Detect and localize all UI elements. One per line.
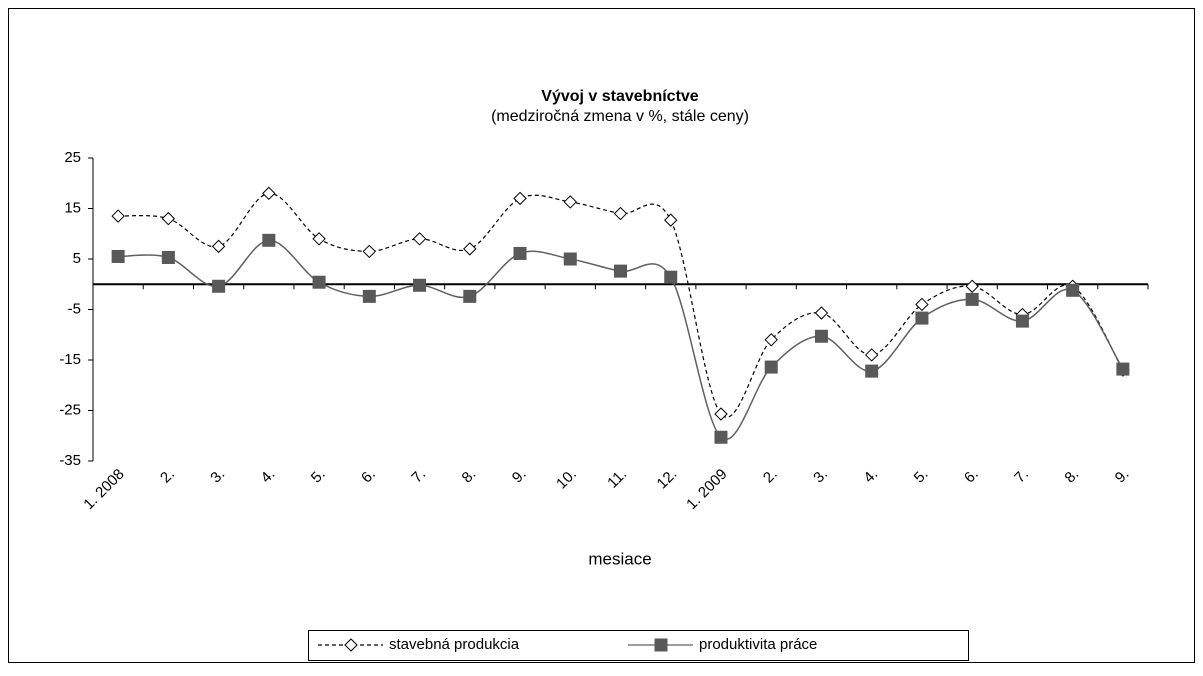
chart-border — [8, 8, 1195, 663]
data-point — [865, 364, 879, 378]
data-point — [161, 250, 175, 264]
data-point — [714, 407, 728, 421]
data-point — [563, 195, 577, 209]
data-point — [513, 246, 527, 260]
data-point — [1116, 362, 1130, 376]
data-point — [764, 333, 778, 347]
data-point — [413, 278, 427, 292]
data-point — [764, 360, 778, 374]
y-tick-label: -15 — [59, 351, 81, 368]
data-point — [664, 270, 678, 284]
legend-marker — [654, 638, 668, 652]
data-point — [211, 239, 226, 254]
data-point — [262, 233, 276, 247]
data-point — [161, 211, 176, 226]
y-tick-label: -25 — [59, 401, 81, 418]
data-point — [1066, 283, 1080, 297]
data-point — [915, 297, 929, 312]
legend-label: stavebná produkcia — [389, 636, 520, 653]
data-point — [1015, 314, 1029, 328]
data-point — [362, 244, 377, 259]
data-point — [312, 275, 326, 289]
data-point — [965, 279, 979, 293]
data-point — [714, 430, 728, 444]
data-point — [412, 232, 427, 246]
data-point — [915, 311, 929, 325]
data-point — [463, 289, 477, 303]
series-line — [118, 192, 1124, 418]
y-tick-label: 15 — [64, 199, 81, 216]
x-axis-label: mesiace — [588, 549, 651, 568]
data-point — [463, 242, 477, 256]
data-point — [362, 289, 376, 303]
data-point — [312, 232, 326, 246]
data-point — [814, 306, 829, 320]
chart-subtitle: (medziročná zmena v %, stále ceny) — [491, 108, 749, 125]
data-point — [814, 329, 828, 343]
data-point — [111, 209, 125, 223]
y-tick-label: 25 — [64, 149, 81, 166]
y-tick-label: 5 — [73, 250, 81, 267]
data-point — [563, 252, 577, 266]
y-tick-label: -35 — [59, 452, 81, 469]
data-point — [513, 191, 527, 206]
data-point — [613, 206, 628, 221]
data-point — [614, 264, 627, 278]
data-point — [212, 279, 226, 293]
legend-marker — [344, 638, 358, 652]
data-point — [664, 213, 678, 227]
y-tick-label: -5 — [68, 300, 81, 317]
data-point — [864, 348, 879, 362]
data-point — [111, 249, 125, 263]
data-point — [262, 186, 276, 201]
chart-title: Vývoj v stavebníctve — [541, 88, 699, 105]
data-point — [965, 292, 979, 306]
series-line — [118, 239, 1124, 441]
legend-label: produktivita práce — [699, 636, 817, 653]
